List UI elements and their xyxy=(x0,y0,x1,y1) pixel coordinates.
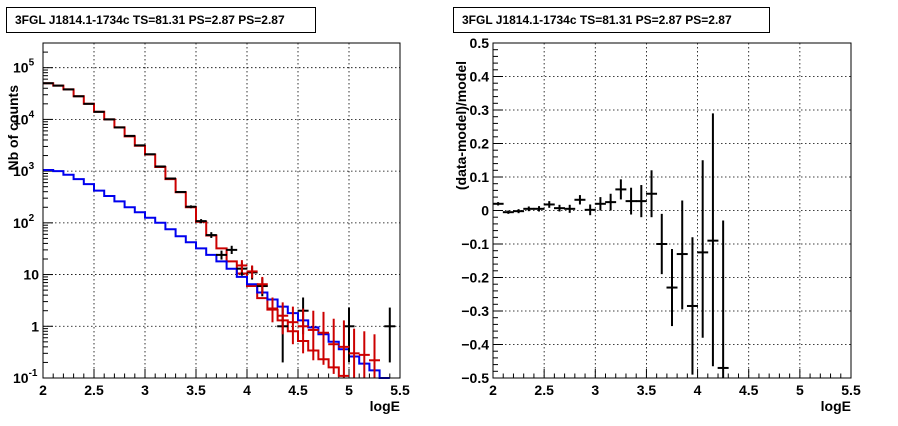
panel1-y-tick-label: 1 xyxy=(31,318,39,334)
panel2-x-tick-label: 3 xyxy=(591,382,599,398)
panel1-x-tick-label: 5 xyxy=(345,382,353,398)
panel2-x-axis-label: logE xyxy=(821,398,851,414)
panel1-y-tick-label: 10-1 xyxy=(13,368,38,386)
panel2-y-tick-label: 0 xyxy=(481,203,489,219)
panel1-x-axis-label: logE xyxy=(370,398,400,414)
panel1-data-point xyxy=(145,154,156,155)
panel2-x-tick-label: 4.5 xyxy=(739,382,759,398)
panel2-x-tick-label: 5.5 xyxy=(841,382,861,398)
panel1-x-tick-label: 3.5 xyxy=(186,382,206,398)
panel2-x-tick-label: 4 xyxy=(694,382,702,398)
panel2-y-tick-label: −0.1 xyxy=(461,236,489,252)
panel2-y-tick-label: −0.4 xyxy=(461,337,489,353)
panel1-data-point xyxy=(114,127,125,128)
chart-title-left: 3FGL J1814.1-1734c TS=81.31 PS=2.87 PS=2… xyxy=(6,7,316,33)
panel1-data-point xyxy=(155,166,166,167)
panel2-x-tick-label: 3.5 xyxy=(637,382,657,398)
panel1-y-tick-label: 10 xyxy=(23,267,39,283)
panel1-x-tick-label: 5.5 xyxy=(390,382,410,398)
panel2-y-axis-label: (data-model)/model xyxy=(453,61,469,190)
panel2-y-tick-label: 0.1 xyxy=(470,169,490,185)
panel1-x-tick-label: 2 xyxy=(39,382,47,398)
panel1-x-tick-label: 4.5 xyxy=(288,382,308,398)
panel1-data-point xyxy=(94,111,105,112)
panel2-y-tick-label: 0.5 xyxy=(470,35,490,51)
panel2-x-tick-label: 5 xyxy=(796,382,804,398)
panel1-data-point xyxy=(83,103,94,104)
panel1-plot-area xyxy=(43,43,400,378)
panel2-x-tick-label: 2 xyxy=(489,382,497,398)
panel1-data-point xyxy=(63,89,74,90)
panel2-y-tick-label: −0.3 xyxy=(461,303,489,319)
panel2-x-tick-label: 2.5 xyxy=(534,382,554,398)
panel1-data-point xyxy=(104,119,115,120)
panel2-y-tick-label: −0.5 xyxy=(461,370,489,386)
panel1-y-tick-label: 102 xyxy=(13,213,35,231)
panel1-y-tick-label: 105 xyxy=(13,58,35,76)
panel1-y-axis-label: Nb of counts xyxy=(5,85,21,171)
panel1-x-tick-label: 2.5 xyxy=(84,382,104,398)
chart-title-right: 3FGL J1814.1-1734c TS=81.31 PS=2.87 PS=2… xyxy=(453,7,770,33)
panel2-y-tick-label: 0.3 xyxy=(470,102,490,118)
panel2-y-tick-label: 0.4 xyxy=(470,69,490,85)
panel1-x-tick-label: 4 xyxy=(243,382,251,398)
panel1-data-point xyxy=(134,145,145,146)
panel1-x-tick-label: 3 xyxy=(141,382,149,398)
panel1-data-point xyxy=(73,96,84,97)
panel2-y-tick-label: −0.2 xyxy=(461,270,489,286)
panel1-data-point xyxy=(175,191,186,193)
panel2-y-tick-label: 0.2 xyxy=(470,136,490,152)
panel1-data-point xyxy=(165,178,176,180)
panel1-data-point xyxy=(124,135,135,136)
